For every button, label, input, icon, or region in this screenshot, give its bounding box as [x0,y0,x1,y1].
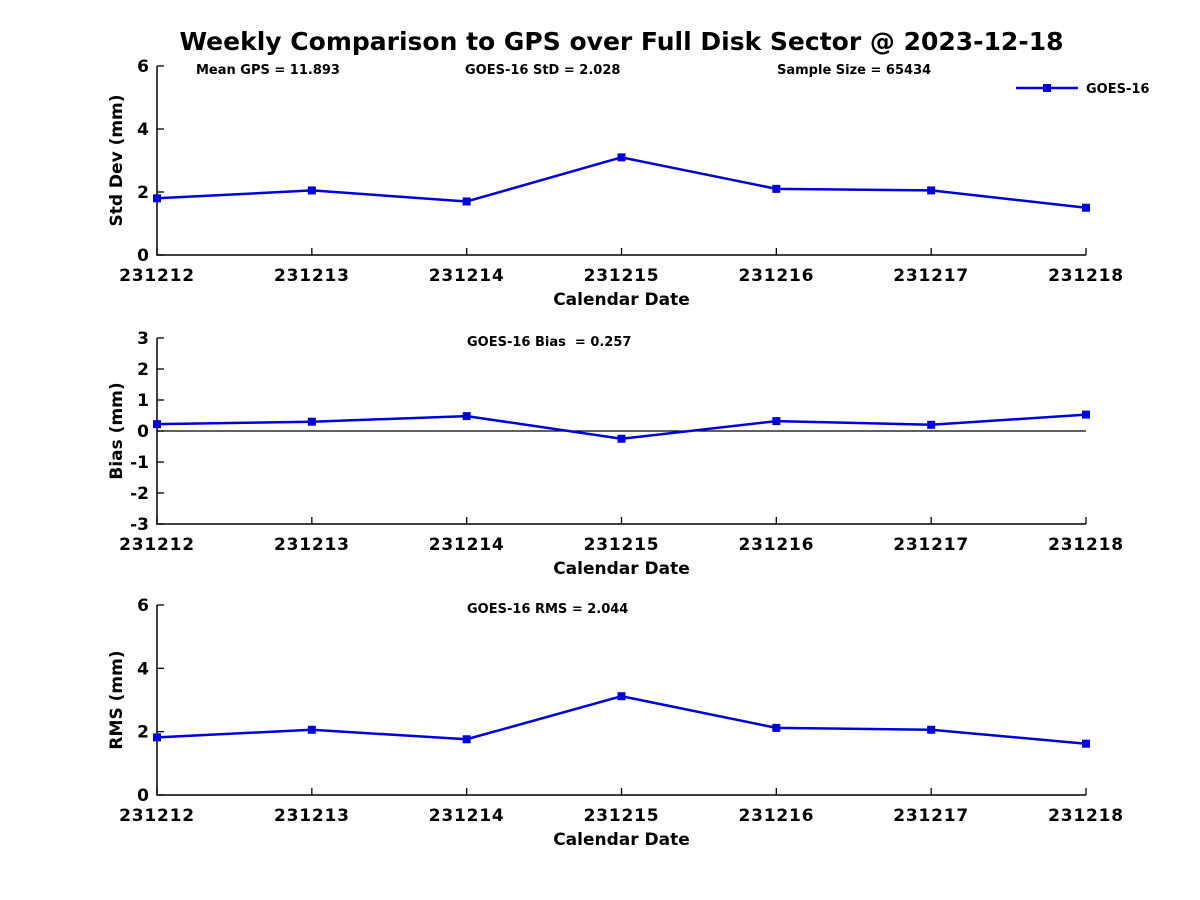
x-tick-label: 231217 [893,266,969,286]
data-point-marker [153,194,161,203]
data-point-marker [772,184,781,193]
x-tick-label: 231216 [738,806,814,826]
data-point-marker [927,186,936,195]
x-tick-label: 231212 [119,806,195,826]
figure-title: Weekly Comparison to GPS over Full Disk … [179,27,1064,56]
y-tick-label: 0 [137,422,149,442]
y-tick-label: 4 [137,659,149,679]
data-point-marker [772,723,781,732]
x-tick-label: 231215 [584,535,660,555]
y-tick-label: 3 [137,329,149,349]
x-tick-label: 231213 [274,535,350,555]
x-axis-label: Calendar Date [553,559,690,579]
x-tick-label: 231217 [893,535,969,555]
y-tick-label: 6 [137,57,149,77]
y-tick-label: 1 [137,391,149,411]
data-point-marker [927,420,936,429]
y-axis-label: Std Dev (mm) [107,94,127,226]
y-tick-label: -1 [130,453,149,473]
x-tick-label: 231212 [119,266,195,286]
series-line [156,156,1087,209]
x-tick-label: 231215 [584,806,660,826]
x-tick-label: 231214 [429,806,505,826]
data-point-marker [1082,739,1090,748]
legend-marker-sample [1043,84,1051,92]
data-point-marker [462,412,471,421]
x-axis-label: Calendar Date [553,830,690,850]
x-tick-label: 231218 [1048,806,1124,826]
stat-annotation: Mean GPS = 11.893 [196,63,340,78]
stat-annotation: Sample Size = 65434 [777,63,931,78]
stat-annotation: GOES-16 RMS = 2.044 [467,602,628,617]
y-tick-label: 2 [137,723,149,743]
legend-label: GOES-16 [1086,82,1149,97]
stat-annotation: GOES-16 Bias = 0.257 [467,335,631,350]
x-tick-label: 231213 [274,266,350,286]
y-axis-label: RMS (mm) [107,650,127,749]
x-tick-label: 231213 [274,806,350,826]
y-tick-label: 2 [137,360,149,380]
data-point-marker [927,725,936,734]
data-point-marker [153,733,161,742]
data-point-marker [617,434,626,443]
x-tick-label: 231212 [119,535,195,555]
x-tick-label: 231216 [738,535,814,555]
y-tick-label: 0 [137,786,149,806]
data-point-marker [153,420,161,429]
x-tick-label: 231217 [893,806,969,826]
y-axis-label: Bias (mm) [107,382,127,479]
y-tick-label: 0 [137,246,149,266]
data-point-marker [617,153,626,162]
x-tick-label: 231215 [584,266,660,286]
data-point-marker [307,725,316,734]
stat-annotation: GOES-16 StD = 2.028 [465,63,620,78]
data-point-marker [772,417,781,426]
y-tick-label: 2 [137,183,149,203]
x-tick-label: 231214 [429,266,505,286]
data-point-marker [1082,410,1090,419]
data-point-marker [307,417,316,426]
x-tick-label: 231218 [1048,535,1124,555]
data-point-marker [617,692,626,701]
data-point-marker [462,197,471,206]
y-tick-label: -2 [130,484,149,504]
x-tick-label: 231214 [429,535,505,555]
x-axis-label: Calendar Date [553,290,690,310]
series-line [156,694,1087,745]
data-point-marker [307,186,316,195]
x-tick-label: 231218 [1048,266,1124,286]
y-tick-label: -3 [130,515,149,535]
data-point-marker [1082,203,1090,212]
x-tick-label: 231216 [738,266,814,286]
data-point-marker [462,735,471,744]
y-tick-label: 4 [137,120,149,140]
y-tick-label: 6 [137,596,149,616]
